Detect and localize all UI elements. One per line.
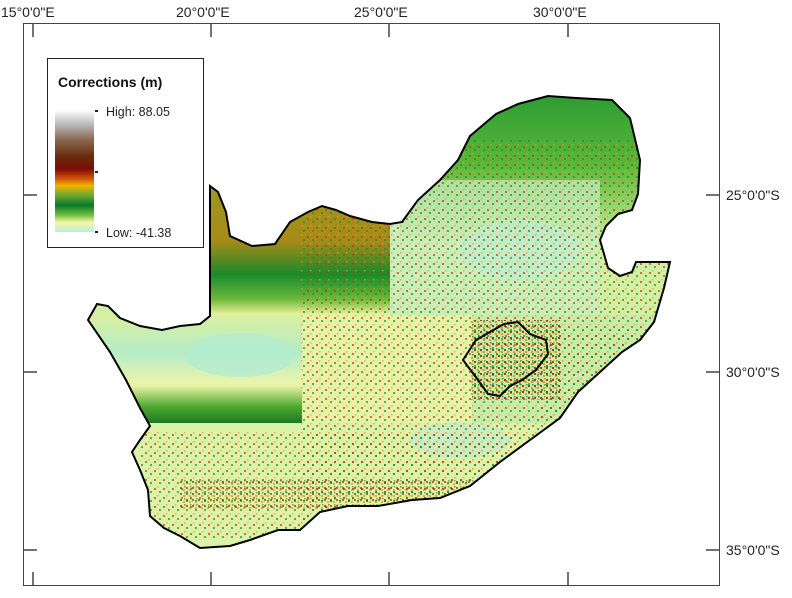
lon-label-25e: 25°0'0"E <box>354 4 408 20</box>
map-frame <box>23 23 720 586</box>
legend-title: Corrections (m) <box>58 74 163 90</box>
lon-label-15e: 15°0'0"E <box>1 4 55 20</box>
legend-low-label: Low: -41.38 <box>106 226 172 240</box>
country-border <box>86 94 672 550</box>
legend-high-label: High: 88.05 <box>106 105 170 119</box>
lat-label-25s: 25°0'0"S <box>726 187 780 203</box>
right-ticks <box>706 194 720 551</box>
lat-label-35s: 35°0'0"S <box>726 542 780 558</box>
legend-box: Corrections (m) High: 88.05 Low: -41.38 <box>47 58 204 248</box>
lon-label-30e: 30°0'0"E <box>533 4 587 20</box>
left-ticks <box>23 194 37 551</box>
lesotho-border <box>461 320 550 398</box>
legend-tick-high <box>95 110 98 112</box>
top-ticks <box>32 23 569 37</box>
lon-label-20e: 20°0'0"E <box>176 4 230 20</box>
legend-tick-low <box>95 231 98 233</box>
lat-label-30s: 30°0'0"S <box>726 364 780 380</box>
bottom-ticks <box>32 572 569 586</box>
legend-tick-mid <box>95 171 98 173</box>
color-ramp <box>55 110 94 232</box>
